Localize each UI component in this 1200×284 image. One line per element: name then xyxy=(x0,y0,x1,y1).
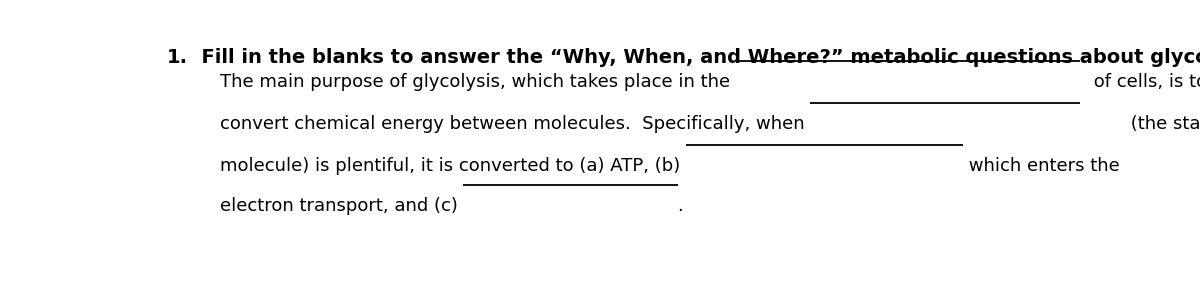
Text: of cells, is to: of cells, is to xyxy=(1088,73,1200,91)
Text: molecule) is plentiful, it is converted to (a) ATP, (b): molecule) is plentiful, it is converted … xyxy=(220,157,685,175)
Text: 1.: 1. xyxy=(167,48,187,67)
Text: electron transport, and (c): electron transport, and (c) xyxy=(220,197,463,215)
Text: Fill in the blanks to answer the “Why, When, and Where?” metabolic questions abo: Fill in the blanks to answer the “Why, W… xyxy=(187,48,1200,67)
Text: (the starting: (the starting xyxy=(1126,115,1200,133)
Text: convert chemical energy between molecules.  Specifically, when: convert chemical energy between molecule… xyxy=(220,115,810,133)
Text: .: . xyxy=(678,197,683,215)
Text: which enters the: which enters the xyxy=(962,157,1120,175)
Text: 1.: 1. xyxy=(167,48,187,67)
Text: The main purpose of glycolysis, which takes place in the: The main purpose of glycolysis, which ta… xyxy=(220,73,736,91)
